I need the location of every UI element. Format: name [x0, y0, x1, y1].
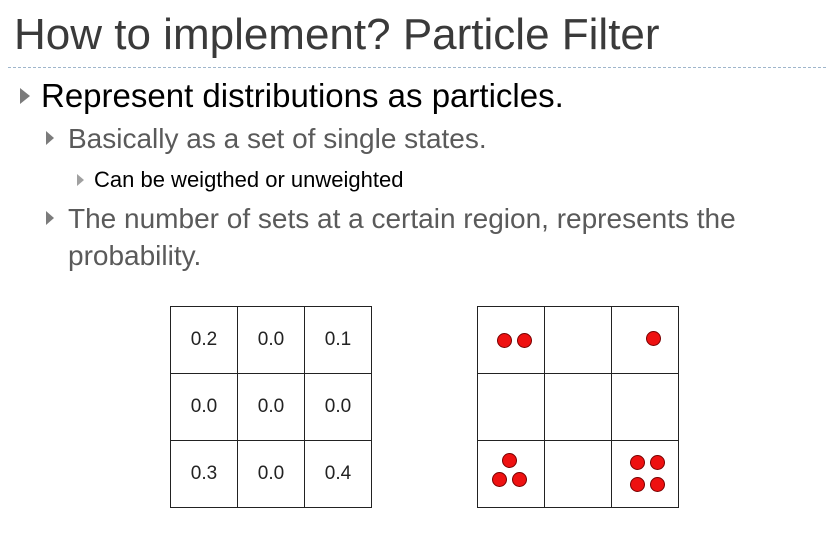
grid-cell: 0.0	[170, 373, 238, 441]
particle-dot	[630, 477, 645, 492]
grid-cell: 0.0	[237, 373, 305, 441]
particle-dot	[650, 455, 665, 470]
title-divider	[8, 67, 826, 68]
slide-title: How to implement? Particle Filter	[14, 10, 660, 59]
bullet-arrow-icon	[46, 211, 54, 225]
particle-cell	[611, 373, 679, 441]
bullet-level2-b: The number of sets at a certain region, …	[68, 203, 736, 234]
bullet-level2-a: Basically as a set of single states.	[68, 123, 487, 154]
particle-cell	[544, 373, 612, 441]
probability-grid: 0.2 0.0 0.1 0.0 0.0 0.0 0.3 0.0 0.4	[170, 306, 372, 508]
particle-cell	[477, 306, 545, 374]
particle-dot	[517, 333, 532, 348]
particle-grid	[477, 306, 679, 508]
bullet-level3-a: Can be weigthed or unweighted	[94, 167, 404, 192]
grid-cell: 0.0	[237, 306, 305, 374]
particle-dot	[512, 472, 527, 487]
grid-cell: 0.2	[170, 306, 238, 374]
grid-cell: 0.4	[304, 440, 372, 508]
grid-cell: 0.3	[170, 440, 238, 508]
particle-dot	[646, 331, 661, 346]
bullet-arrow-icon	[20, 88, 30, 104]
grid-cell: 0.0	[304, 373, 372, 441]
particle-dot	[502, 453, 517, 468]
particle-cell	[611, 306, 679, 374]
grid-cell: 0.0	[237, 440, 305, 508]
grid-cell: 0.1	[304, 306, 372, 374]
particle-dot	[650, 477, 665, 492]
bullet-level1: Represent distributions as particles.	[41, 77, 564, 114]
bullet-arrow-icon	[46, 131, 54, 145]
particle-cell	[477, 440, 545, 508]
bullet-arrow-icon	[77, 174, 84, 186]
particle-dot	[497, 333, 512, 348]
particle-cell	[477, 373, 545, 441]
particle-cell	[611, 440, 679, 508]
particle-dot	[630, 455, 645, 470]
particle-cell	[544, 306, 612, 374]
particle-cell	[544, 440, 612, 508]
particle-dot	[492, 472, 507, 487]
bullet-level2-b-continued: probability.	[68, 240, 202, 271]
